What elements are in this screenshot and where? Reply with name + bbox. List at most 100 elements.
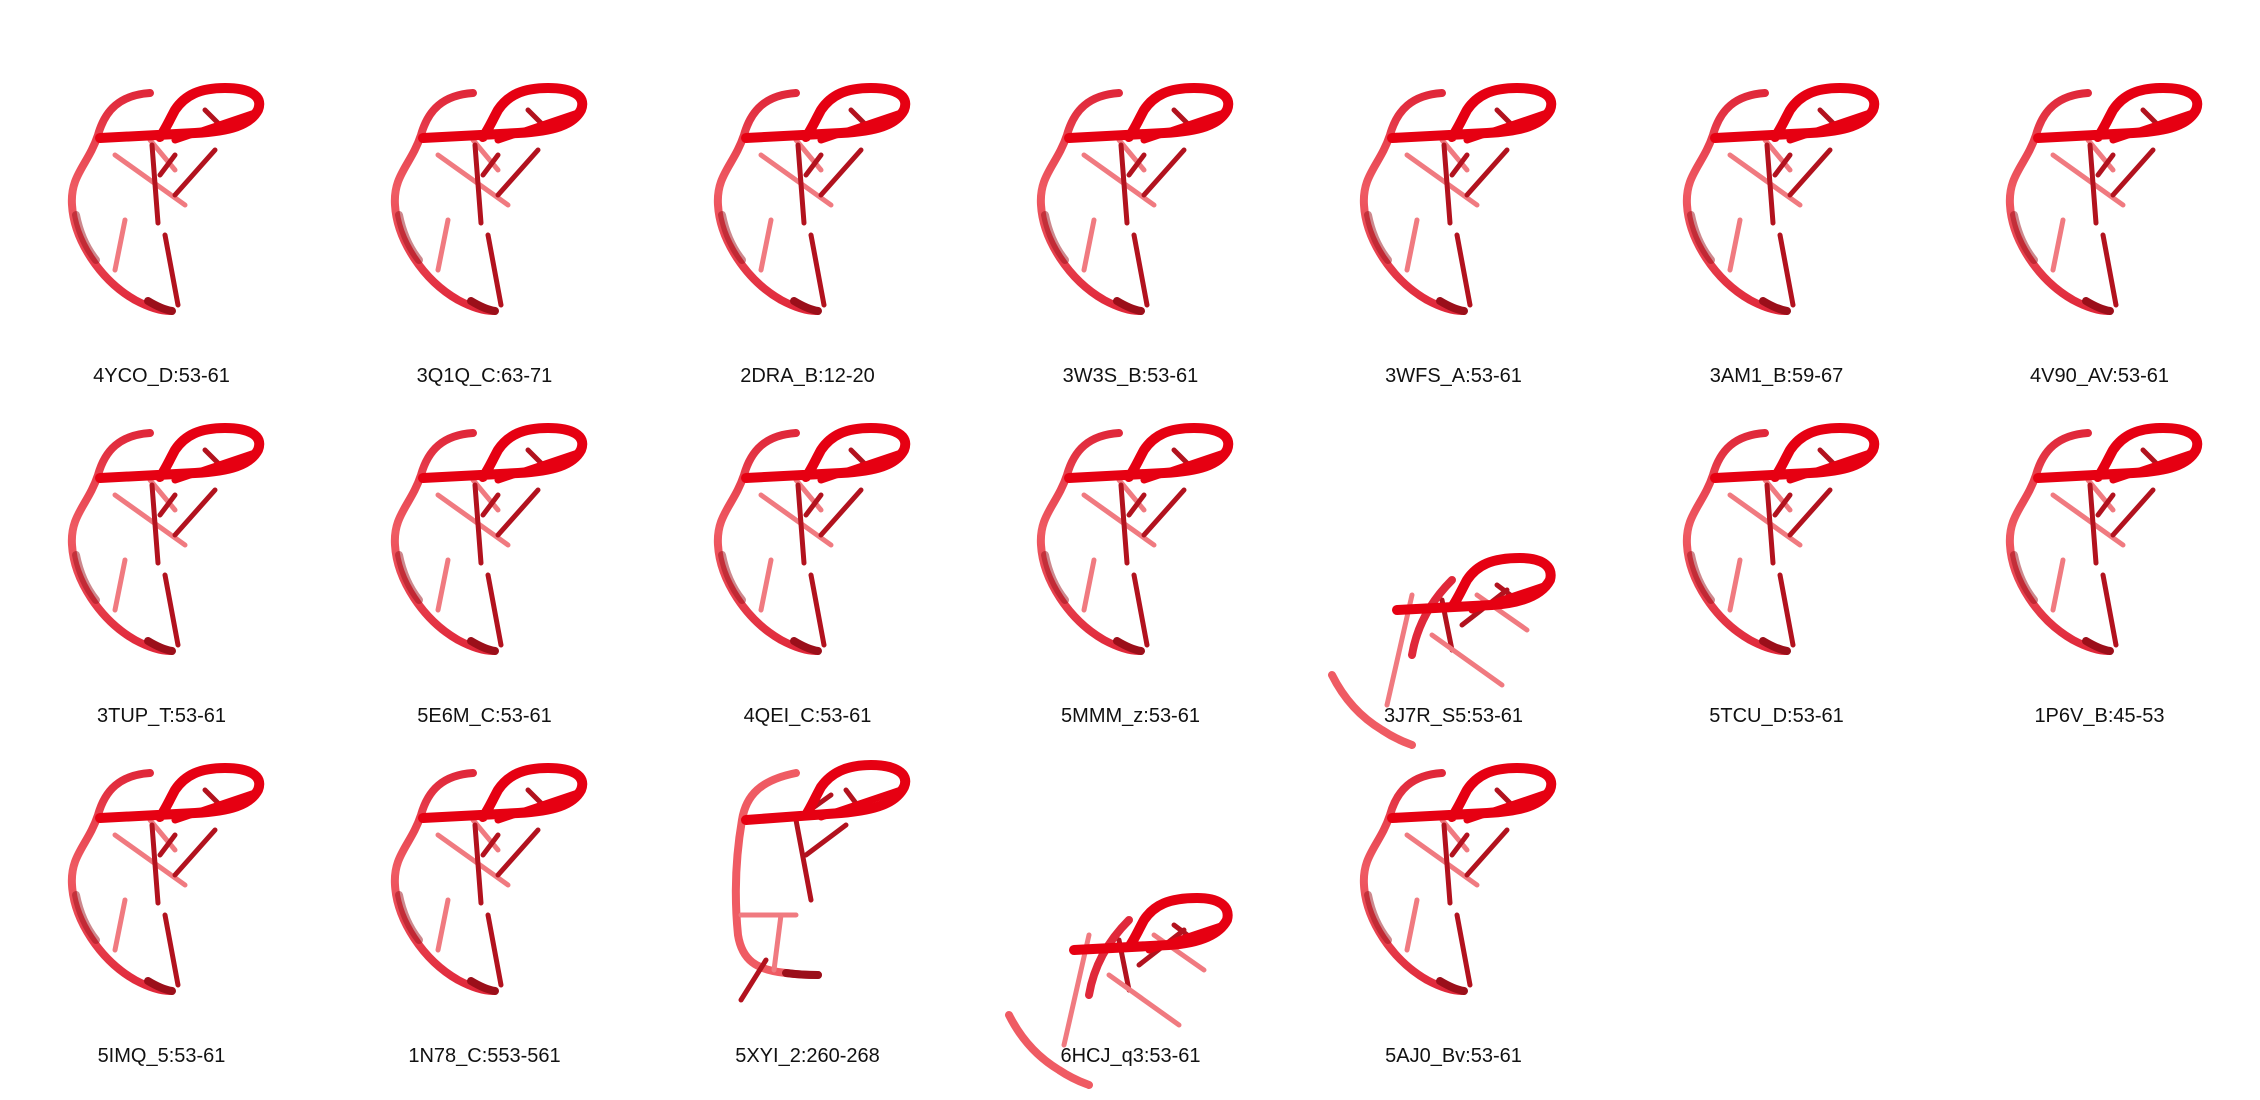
base-stick <box>157 152 178 178</box>
loop-cross-strand <box>1140 109 1228 144</box>
base-stick <box>485 232 504 308</box>
base-stick <box>172 827 218 878</box>
base-stick <box>758 492 834 548</box>
structure-label: 3J7R_S5:53-61 <box>1384 705 1523 727</box>
structure-cell: 5AJ0_Bv:53-61 <box>1292 735 1615 1075</box>
base-stick <box>1764 142 1776 226</box>
backbone-shadow <box>1041 551 1069 604</box>
base-stick <box>480 152 501 178</box>
base-stick <box>1727 557 1743 613</box>
base-stick <box>2050 557 2066 613</box>
rna-structure-render <box>1682 83 1880 315</box>
base-stick <box>1131 572 1150 648</box>
base-stick <box>1081 492 1157 548</box>
structure-label: 5TCU_D:53-61 <box>1709 705 1844 727</box>
base-stick <box>2050 152 2126 208</box>
base-stick <box>2110 147 2156 198</box>
base-stick <box>1081 217 1097 273</box>
structure-cell: 3WFS_A:53-61 <box>1292 55 1615 395</box>
base-stick <box>472 142 484 226</box>
structure-cell: 4YCO_D:53-61 <box>0 55 323 395</box>
hairpin-loop <box>2033 423 2203 483</box>
base-stick <box>1449 152 1470 178</box>
base-stick <box>1777 572 1796 648</box>
base-stick <box>162 232 181 308</box>
base-stick <box>1081 557 1097 613</box>
structure-cell: 5IMQ_5:53-61 <box>0 735 323 1075</box>
backbone-end <box>1759 637 1791 655</box>
base-stick <box>1118 482 1130 566</box>
backbone-strand <box>2005 89 2112 315</box>
base-stick <box>1464 827 1510 878</box>
base-stick <box>758 217 774 273</box>
backbone-strand <box>390 89 497 315</box>
backbone-shadow <box>1364 891 1392 944</box>
structure-label: 3W3S_B:53-61 <box>1062 365 1199 387</box>
base-stick <box>149 822 161 906</box>
base-stick <box>803 822 849 858</box>
structure-label: 3Q1Q_C:63-71 <box>416 365 553 387</box>
backbone-end <box>467 977 499 995</box>
backbone-strand <box>67 769 174 995</box>
structure-cell: 5TCU_D:53-61 <box>1615 395 1938 735</box>
backbone-shadow <box>72 211 100 264</box>
structure-cell: 3TUP_T:53-61 <box>0 395 323 735</box>
backbone-strand <box>67 429 174 655</box>
rna-structure-render <box>1359 763 1557 995</box>
base-stick <box>157 832 178 858</box>
base-stick <box>1141 487 1187 538</box>
base-stick <box>435 492 511 548</box>
loop-cross-strand <box>171 789 259 824</box>
rna-structure-render <box>2005 423 2203 655</box>
hairpin-loop <box>1710 83 1880 143</box>
structure-cell: 2DRA_B:12-20 <box>646 55 969 395</box>
hairpin-loop <box>95 83 265 143</box>
backbone-shadow <box>395 211 423 264</box>
base-stick <box>1131 232 1150 308</box>
base-stick <box>2095 492 2116 518</box>
backbone-shadow <box>2010 211 2038 264</box>
base-stick <box>1727 152 1803 208</box>
base-stick <box>495 147 541 198</box>
rna-structure-render <box>1682 423 1880 655</box>
structure-label: 2DRA_B:12-20 <box>740 365 875 387</box>
backbone-strand <box>1682 89 1789 315</box>
base-stick <box>157 492 178 518</box>
backbone-end <box>2082 297 2114 315</box>
base-stick <box>2110 487 2156 538</box>
rna-structure-render <box>1005 893 1233 1089</box>
base-stick <box>738 957 769 1003</box>
base-stick <box>1454 912 1473 988</box>
structure-cell: 5E6M_C:53-61 <box>323 395 646 735</box>
backbone-strand <box>713 89 820 315</box>
base-stick <box>1081 152 1157 208</box>
base-stick <box>2095 152 2116 178</box>
backbone-shadow <box>72 551 100 604</box>
base-stick <box>1449 832 1470 858</box>
backbone-strand <box>1036 89 1143 315</box>
structure-label: 5XYI_2:260-268 <box>735 1045 880 1067</box>
base-stick <box>112 492 188 548</box>
backbone-strand <box>1036 429 1143 655</box>
structure-cell: 3W3S_B:53-61 <box>969 55 1292 395</box>
backbone-shadow <box>1364 211 1392 264</box>
base-stick <box>818 487 864 538</box>
backbone-end <box>782 969 822 979</box>
rna-structure-render <box>1036 423 1234 655</box>
loop-cross-strand <box>1786 109 1874 144</box>
backbone-strand <box>67 89 174 315</box>
rna-structure-render <box>731 760 911 1003</box>
backbone-strand <box>1408 576 1456 659</box>
rna-structure-render <box>390 763 588 995</box>
structure-label: 4YCO_D:53-61 <box>93 365 230 387</box>
loop-cross-strand <box>494 789 582 824</box>
base-stick <box>1454 232 1473 308</box>
base-stick <box>485 912 504 988</box>
loop-cross-strand <box>817 449 905 484</box>
backbone-strand <box>2005 429 2112 655</box>
hairpin-loop <box>95 763 265 823</box>
structure-cell: 5XYI_2:260-268 <box>646 735 969 1075</box>
base-stick <box>1404 152 1480 208</box>
base-stick <box>435 897 451 953</box>
base-stick <box>1777 232 1796 308</box>
